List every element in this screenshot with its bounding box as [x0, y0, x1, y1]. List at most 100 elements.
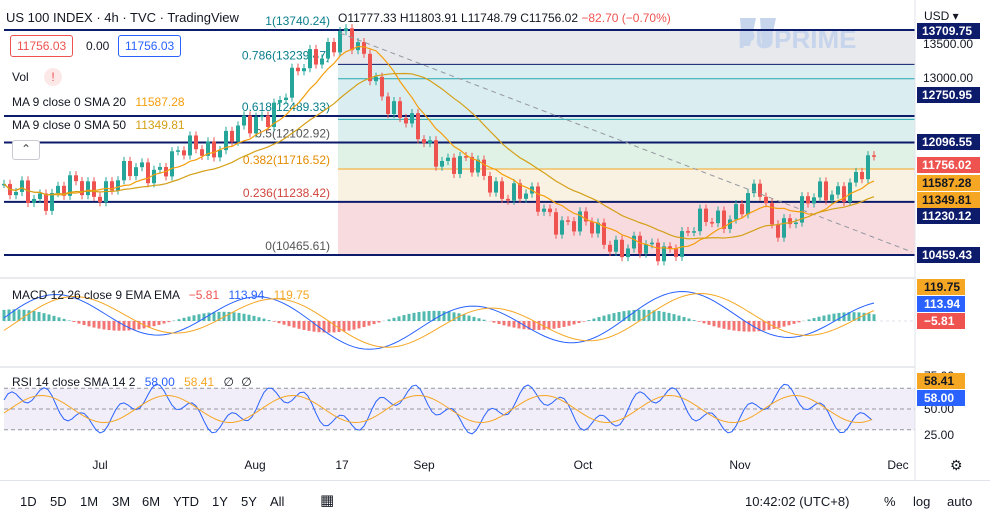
macd-hist-bar [263, 319, 266, 321]
macd-hist-bar [53, 316, 56, 321]
ma20-value: 11587.28 [135, 95, 184, 109]
macd-hist-bar [98, 321, 101, 329]
macd-hist-bar [158, 321, 161, 325]
candle-body [782, 218, 786, 237]
tf-1y[interactable]: 1Y [212, 494, 228, 509]
macd-signal-value: 119.75 [274, 288, 310, 302]
candle-body [512, 183, 516, 200]
candle-body [380, 77, 384, 97]
vol-label[interactable]: Vol [12, 70, 29, 84]
candle-body [458, 156, 462, 174]
rsi-legend[interactable]: RSI 14 close SMA 14 2 58.00 58.41 ∅ ∅ [12, 375, 252, 389]
macd-hist-bar [768, 321, 771, 330]
candle-body [860, 172, 864, 179]
macd-hist-bar [588, 320, 591, 321]
macd-hist-bar [733, 321, 736, 331]
macd-hist-bar [333, 321, 336, 332]
macd-hist-bar [823, 316, 826, 321]
log-toggle[interactable]: log [913, 494, 930, 509]
percent-toggle[interactable]: % [884, 494, 896, 509]
candle-body [416, 113, 420, 139]
macd-hist-bar [708, 321, 711, 325]
macd-hist-bar [563, 321, 566, 327]
chevron-up-icon[interactable]: ⌃ [12, 140, 40, 160]
macd-hist-bar [698, 321, 701, 322]
price-tag-text: 11587.28 [922, 176, 972, 190]
macd-hist-bar [593, 319, 596, 321]
candle-body [632, 236, 636, 249]
candle-body [296, 68, 300, 71]
macd-hist-bar [723, 321, 726, 329]
sell-button[interactable]: 11756.03 [10, 35, 73, 57]
macd-hist-bar [483, 320, 486, 321]
candle-body [116, 180, 120, 190]
candle-body [866, 155, 870, 179]
macd-hist-bar [278, 321, 281, 323]
tf-6m[interactable]: 6M [142, 494, 160, 509]
candle-body [656, 243, 660, 262]
tf-ytd[interactable]: YTD [173, 494, 199, 509]
macd-hist-bar [678, 316, 681, 321]
macd-hist-bar [303, 321, 306, 330]
time-tick: Jul [92, 458, 107, 472]
tf-1d[interactable]: 1D [20, 494, 37, 509]
macd-legend[interactable]: MACD 12 26 close 9 EMA EMA −5.81 113.94 … [12, 288, 309, 302]
macd-hist-bar [738, 321, 741, 331]
rsi-tag-text: 58.00 [924, 391, 954, 405]
candle-body [434, 140, 438, 166]
candle-body [614, 240, 618, 252]
clock[interactable]: 10:42:02 (UTC+8) [745, 494, 849, 509]
buy-button[interactable]: 11756.03 [118, 35, 181, 57]
candle-body [254, 117, 258, 134]
candle-body [128, 161, 132, 176]
macd-hist-bar [613, 313, 616, 321]
candle-body [344, 28, 348, 31]
fib-label: 0(10465.61) [265, 239, 330, 253]
candle-body [50, 193, 54, 211]
tf-1m[interactable]: 1M [80, 494, 98, 509]
macd-hist-bar [268, 320, 271, 321]
fib-zone [338, 116, 915, 143]
ma50-legend[interactable]: MA 9 close 0 SMA 50 11349.81 [12, 118, 185, 132]
macd-hist-bar [328, 321, 331, 333]
candle-body [650, 243, 654, 245]
candle-body [392, 101, 396, 114]
candle-body [80, 181, 84, 195]
macd-hist-bar [608, 314, 611, 321]
macd-hist-bar [78, 321, 81, 324]
spread-value: 0.00 [86, 39, 109, 53]
tf-3m[interactable]: 3M [112, 494, 130, 509]
candle-body [350, 28, 354, 50]
macd-tag-text: 119.75 [924, 280, 960, 294]
warning-icon[interactable]: ! [44, 68, 62, 86]
auto-toggle[interactable]: auto [947, 494, 972, 509]
symbol-title[interactable]: US 100 INDEX · 4h · TVC · TradingView [6, 10, 239, 25]
macd-hist-bar [573, 321, 576, 324]
candle-body [440, 161, 444, 167]
ma50-value: 11349.81 [135, 118, 184, 132]
tf-5y[interactable]: 5Y [241, 494, 257, 509]
candle-body [554, 212, 558, 234]
currency-selector[interactable]: USD ▾ [924, 9, 959, 23]
macd-hist-bar [493, 321, 496, 323]
ma50-label: MA 9 close 0 SMA 50 [12, 118, 126, 132]
candle-body [494, 181, 498, 192]
candle-body [140, 162, 144, 167]
macd-hist-bar [868, 313, 871, 321]
tf-all[interactable]: All [270, 494, 284, 509]
ohlc-readout: O11777.33 H11803.91 L11748.79 C11756.02 … [338, 11, 671, 25]
price-tag-text: 11349.81 [922, 193, 972, 207]
tf-5d[interactable]: 5D [50, 494, 67, 509]
macd-hist-bar [168, 321, 171, 322]
macd-hist-bar [743, 321, 746, 331]
candle-body [200, 149, 204, 156]
candle-body [692, 231, 696, 233]
macd-hist-bar [863, 313, 866, 321]
macd-hist-bar [813, 318, 816, 321]
macd-hist-bar [473, 317, 476, 321]
ma20-legend[interactable]: MA 9 close 0 SMA 20 11587.28 [12, 95, 185, 109]
calendar-icon[interactable]: ▦ [320, 491, 334, 509]
macd-hist-value: −5.81 [189, 288, 219, 302]
macd-hist-bar [58, 317, 61, 321]
